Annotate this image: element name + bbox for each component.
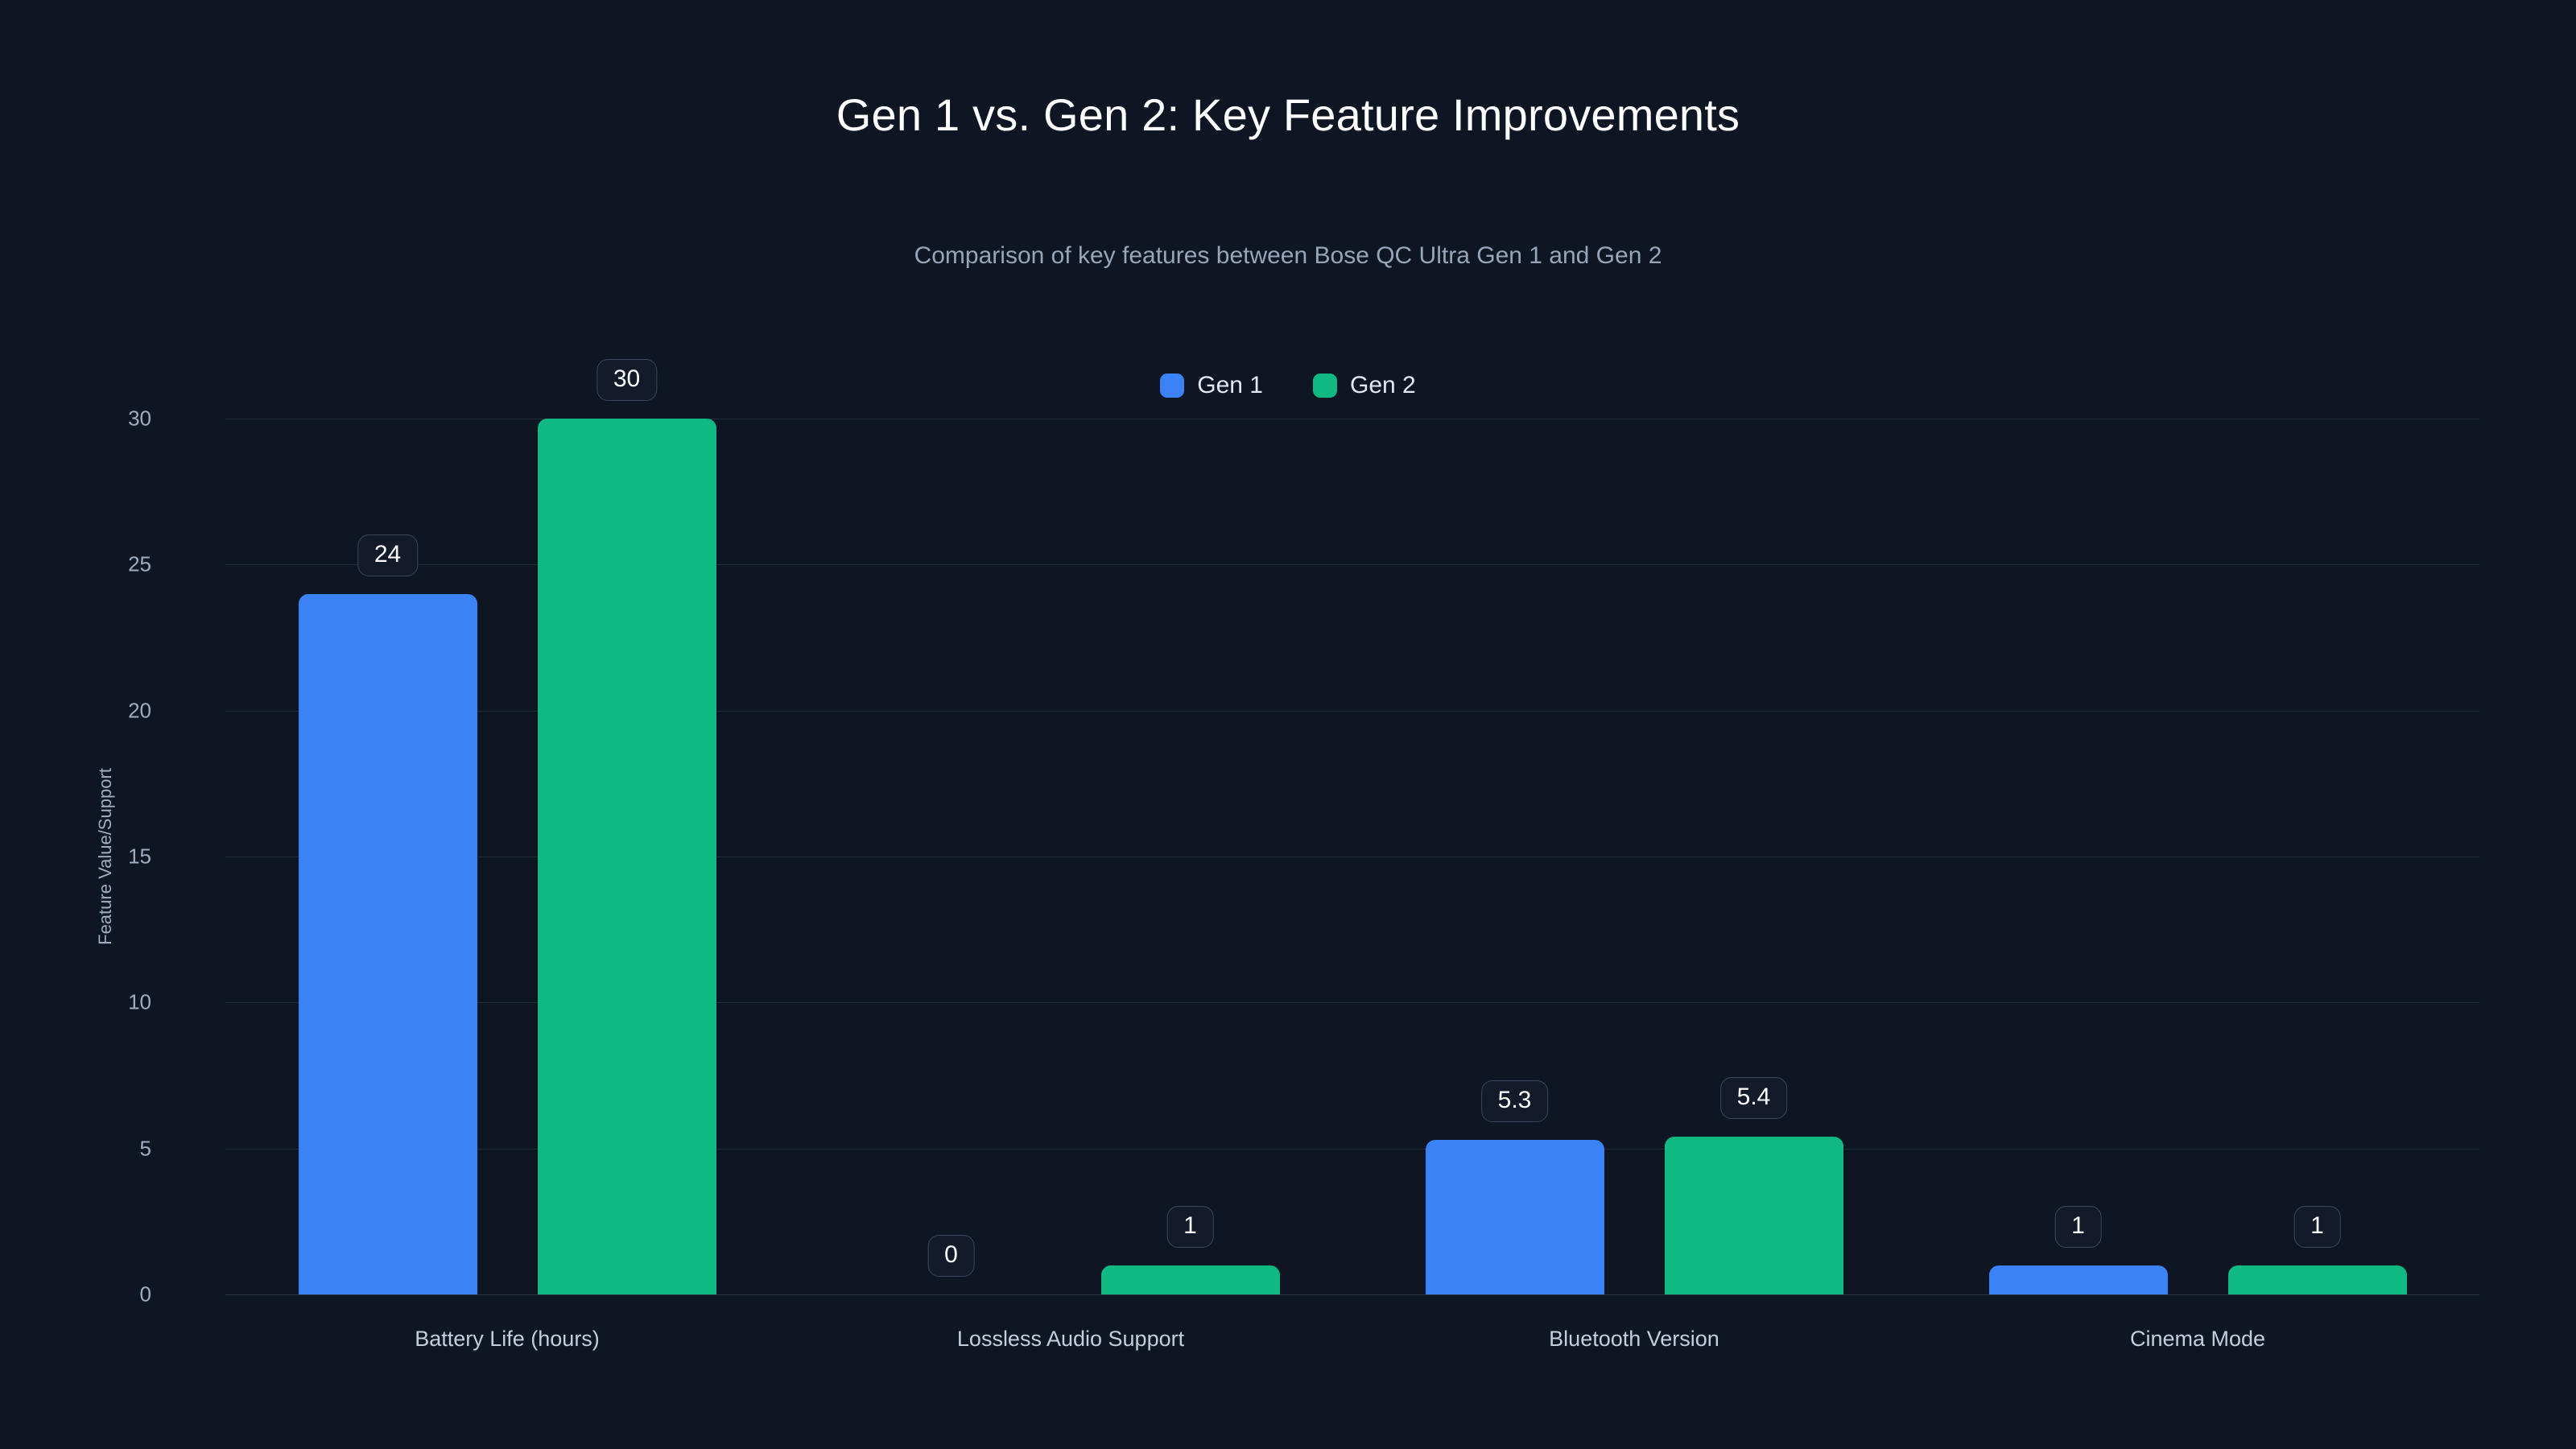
y-axis-tick-label: 5 [139, 1136, 151, 1161]
bar-value-label: 24 [357, 534, 419, 576]
legend-swatch-icon [1160, 374, 1185, 398]
bar-gen-1-0[interactable] [298, 593, 477, 1294]
gridline [225, 1294, 2479, 1295]
bar-gen-2-2[interactable] [1664, 1137, 1843, 1294]
y-axis-tick-label: 15 [128, 844, 151, 869]
bar-value-label: 30 [596, 359, 658, 401]
chart-legend: Gen 1 Gen 2 [0, 372, 2576, 399]
y-axis-tick-label: 0 [139, 1282, 151, 1307]
chart-subtitle: Comparison of key features between Bose … [914, 242, 1662, 269]
bar-gen-1-2[interactable] [1425, 1139, 1604, 1294]
legend-label: Gen 2 [1350, 372, 1416, 398]
gridline [225, 1002, 2479, 1004]
bar-value-label: 1 [1166, 1205, 1214, 1248]
bar-value-label: 5.4 [1719, 1077, 1788, 1120]
legend-swatch-icon [1313, 374, 1337, 398]
legend-item-gen-2[interactable]: Gen 2 [1313, 372, 1416, 399]
bar-value-label: 1 [2054, 1205, 2102, 1248]
bar-gen-2-3[interactable] [2227, 1265, 2407, 1294]
bar-value-label: 0 [927, 1235, 975, 1277]
bar-gen-2-0[interactable] [537, 419, 716, 1294]
plot-area: 24 30 0 1 5.3 5.4 1 1 [225, 359, 2479, 1295]
x-axis-tick-label: Lossless Audio Support [956, 1327, 1185, 1351]
legend-item-gen-1[interactable]: Gen 1 [1160, 372, 1263, 399]
gridline [225, 710, 2479, 712]
y-axis-tick-label: 20 [128, 698, 151, 723]
gridline [225, 1148, 2479, 1150]
bar-value-label: 5.3 [1480, 1080, 1549, 1122]
bar-gen-2-1[interactable] [1100, 1265, 1280, 1294]
x-axis-tick-label: Battery Life (hours) [415, 1327, 600, 1351]
y-axis-tick-label: 30 [128, 406, 151, 431]
chart-title: Gen 1 vs. Gen 2: Key Feature Improvement… [836, 89, 1740, 140]
y-axis-tick-label: 10 [128, 989, 151, 1014]
x-axis-tick-label: Cinema Mode [2129, 1327, 2266, 1351]
bar-value-label: 1 [2293, 1205, 2341, 1248]
legend-label: Gen 1 [1197, 372, 1263, 398]
bar-gen-1-3[interactable] [1988, 1265, 2168, 1294]
gridline [225, 564, 2479, 566]
y-axis-tick-label: 25 [128, 551, 151, 576]
x-axis-tick-label: Bluetooth Version [1549, 1327, 1719, 1351]
